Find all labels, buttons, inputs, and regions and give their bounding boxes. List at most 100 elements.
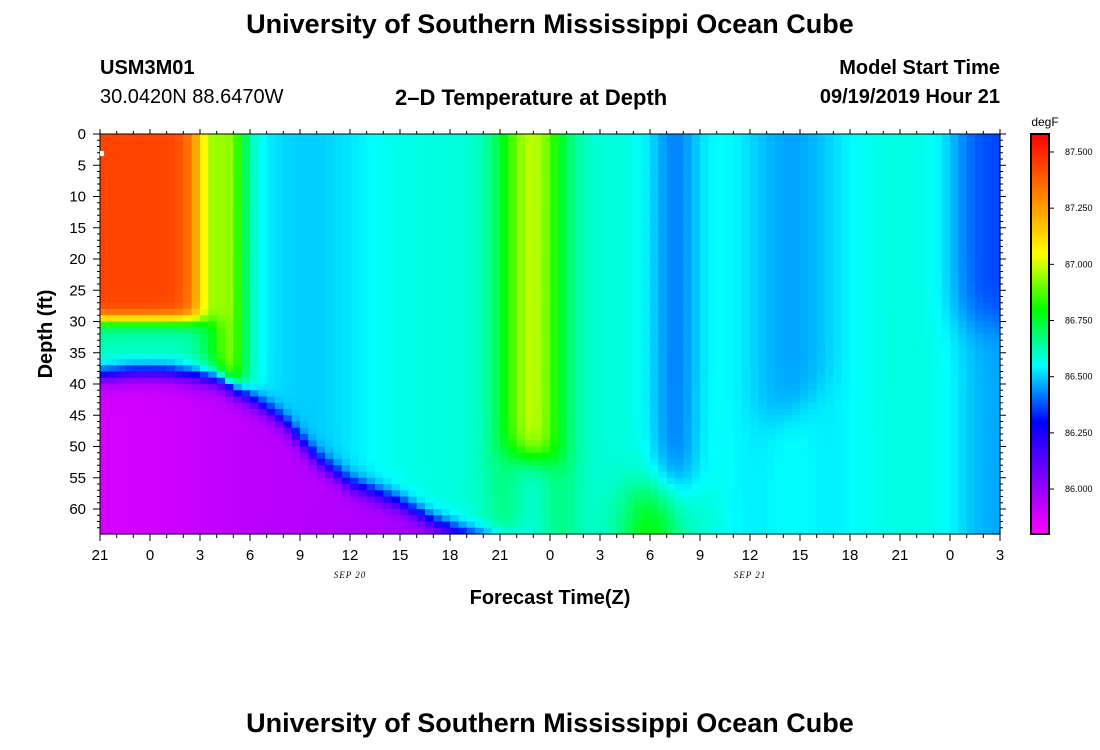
heatmap-cell [216, 227, 226, 235]
heatmap-cell [350, 146, 359, 154]
heatmap-cell [208, 415, 218, 423]
heatmap-cell [925, 171, 934, 179]
heatmap-cell [900, 165, 909, 173]
heatmap-cell [525, 140, 534, 148]
heatmap-cell [200, 359, 209, 366]
heatmap-cell [283, 152, 293, 160]
heatmap-cell [858, 159, 868, 166]
heatmap-cell [800, 327, 809, 335]
heatmap-cell [941, 265, 951, 273]
heatmap-cell [108, 315, 118, 323]
heatmap-cell [733, 415, 743, 423]
heatmap-cell [208, 309, 218, 316]
heatmap-cell [125, 190, 134, 198]
heatmap-cell [616, 146, 626, 154]
heatmap-cell [866, 334, 876, 341]
heatmap-cell [925, 302, 934, 310]
heatmap-cell [841, 177, 851, 185]
heatmap-cell [591, 221, 601, 229]
heatmap-cell [641, 184, 651, 191]
heatmap-cell [700, 140, 709, 148]
heatmap-cell [250, 334, 259, 341]
heatmap-cell [258, 134, 268, 141]
heatmap-cell [641, 246, 651, 254]
heatmap-cell [275, 321, 284, 329]
heatmap-cell [400, 140, 409, 148]
heatmap-cell [691, 346, 701, 354]
heatmap-cell [825, 196, 834, 204]
heatmap-cell [291, 190, 301, 198]
heatmap-cell [583, 284, 593, 291]
heatmap-cell [508, 252, 518, 260]
heatmap-cell [841, 271, 851, 279]
heatmap-cell [216, 296, 226, 304]
heatmap-cell [675, 177, 684, 185]
heatmap-cell [933, 334, 943, 341]
heatmap-cell [133, 327, 143, 335]
heatmap-cell [341, 402, 351, 410]
heatmap-cell [166, 277, 176, 285]
heatmap-cell [541, 377, 551, 385]
heatmap-cell [166, 202, 176, 210]
heatmap-cell [300, 309, 309, 316]
heatmap-cell [966, 259, 976, 266]
heatmap-cell [191, 240, 201, 248]
heatmap-cell [708, 202, 718, 210]
heatmap-cell [533, 196, 543, 204]
heatmap-cell [858, 221, 868, 229]
heatmap-cell [508, 334, 518, 341]
heatmap-cell [900, 221, 909, 229]
heatmap-cell [250, 246, 259, 254]
heatmap-cell [291, 209, 301, 216]
heatmap-cell [783, 371, 793, 379]
heatmap-cell [700, 371, 709, 379]
heatmap-cell [266, 152, 276, 160]
heatmap-cell [758, 359, 768, 366]
heatmap-cell [650, 209, 659, 216]
heatmap-cell [216, 290, 226, 298]
heatmap-cell [841, 165, 851, 173]
heatmap-cell [583, 371, 593, 379]
heatmap-cell [700, 171, 709, 179]
heatmap-cell [583, 196, 593, 204]
heatmap-cell [108, 365, 118, 373]
heatmap-cell [425, 409, 434, 416]
heatmap-cell [575, 190, 584, 198]
heatmap-cell [666, 159, 676, 166]
heatmap-cell [400, 202, 409, 210]
heatmap-cell [208, 340, 218, 348]
heatmap-cell [416, 221, 426, 229]
heatmap-cell [691, 246, 701, 254]
heatmap-cell [241, 196, 251, 204]
heatmap-cell [300, 165, 309, 173]
heatmap-cell [875, 384, 884, 391]
heatmap-cell [533, 277, 543, 285]
heatmap-cell [225, 415, 234, 423]
heatmap-cell [350, 171, 359, 179]
heatmap-cell [933, 209, 943, 216]
heatmap-cell [441, 302, 451, 310]
heatmap-cell [808, 352, 818, 360]
heatmap-cell [783, 409, 793, 416]
heatmap-cell [125, 246, 134, 254]
heatmap-cell [508, 171, 518, 179]
heatmap-cell [508, 290, 518, 298]
heatmap-cell [183, 415, 193, 423]
heatmap-cell [800, 296, 809, 304]
heatmap-cell [466, 334, 476, 341]
heatmap-cell [958, 184, 968, 191]
heatmap-cell [591, 140, 601, 148]
heatmap-cell [150, 421, 159, 429]
heatmap-cell [875, 315, 884, 323]
heatmap-cell [491, 184, 501, 191]
heatmap-cell [450, 165, 459, 173]
heatmap-cell [941, 227, 951, 235]
heatmap-cell [400, 327, 409, 335]
heatmap-cell [575, 384, 584, 391]
heatmap-cell [850, 177, 859, 185]
heatmap-cell [966, 384, 976, 391]
heatmap-cell [866, 252, 876, 260]
heatmap-cell [158, 209, 168, 216]
heatmap-cell [566, 302, 576, 310]
heatmap-cell [983, 271, 993, 279]
